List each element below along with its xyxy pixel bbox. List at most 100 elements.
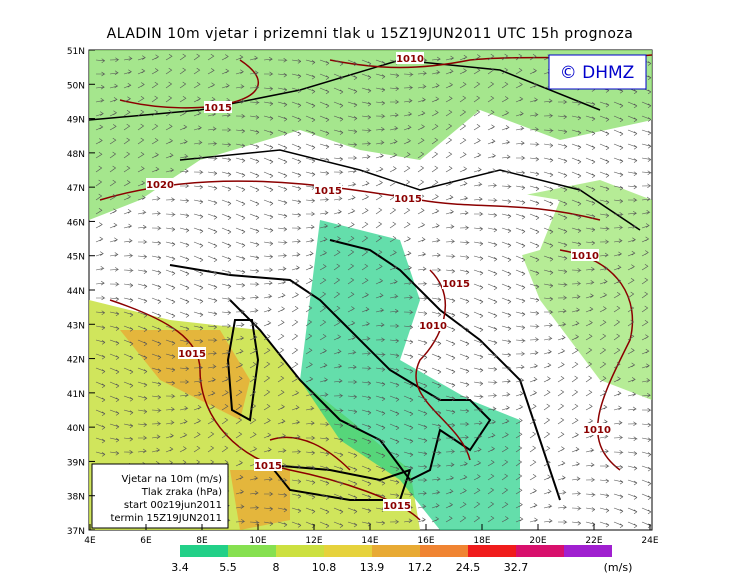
wind-arrow bbox=[473, 339, 484, 346]
wind-arrow bbox=[585, 266, 596, 272]
wind-arrow bbox=[445, 353, 456, 361]
wind-arrow bbox=[473, 95, 481, 103]
wind-arrow bbox=[501, 255, 512, 263]
wind-arrow bbox=[613, 199, 623, 204]
wind-arrow bbox=[641, 115, 652, 122]
wind-arrow bbox=[543, 255, 554, 262]
wind-arrow bbox=[347, 451, 358, 458]
wind-arrow bbox=[277, 390, 285, 397]
wind-arrow bbox=[613, 450, 624, 455]
wind-arrow bbox=[109, 339, 120, 346]
wind-arrow bbox=[445, 209, 455, 215]
wind-arrow bbox=[333, 423, 344, 428]
isobar-label: 1020 bbox=[146, 180, 174, 191]
wind-arrow bbox=[291, 333, 299, 341]
wind-arrow bbox=[641, 334, 649, 341]
wind-arrow bbox=[305, 129, 316, 137]
coastline bbox=[226, 319, 260, 422]
wind-arrow bbox=[599, 129, 610, 137]
wind-arrow bbox=[501, 473, 509, 481]
wind-arrow bbox=[529, 185, 540, 191]
wind-arrow bbox=[613, 292, 621, 299]
wind-arrow bbox=[137, 210, 147, 215]
wind-arrow bbox=[361, 73, 372, 80]
wind-arrow bbox=[361, 366, 372, 371]
wind-arrow bbox=[263, 476, 273, 482]
wind-arrow bbox=[557, 475, 566, 481]
wind-arrow bbox=[291, 493, 302, 499]
wind-arrow bbox=[599, 448, 610, 454]
wind-arrow bbox=[557, 269, 568, 274]
colorbar-swatch bbox=[228, 545, 276, 557]
wind-arrow bbox=[151, 381, 162, 387]
wind-arrow bbox=[109, 137, 117, 145]
wind-arrow bbox=[445, 325, 456, 332]
coastline bbox=[329, 239, 561, 501]
wind-arrow bbox=[487, 433, 496, 439]
wind-arrow bbox=[235, 362, 244, 369]
wind-arrow bbox=[459, 255, 470, 260]
wind-arrow bbox=[193, 405, 202, 411]
wind-arrow bbox=[529, 431, 537, 439]
wind-arrow bbox=[543, 157, 554, 163]
wind-arrow bbox=[473, 255, 484, 261]
wind-arrow bbox=[459, 474, 468, 481]
wind-arrow bbox=[109, 165, 117, 173]
wind-arrow bbox=[207, 364, 217, 369]
wind-arrow bbox=[333, 465, 344, 472]
wind-arrow bbox=[431, 238, 441, 243]
wind-arrow bbox=[207, 283, 218, 290]
wind-arrow bbox=[529, 337, 540, 342]
wind-arrow bbox=[529, 241, 540, 249]
wind-arrow bbox=[291, 319, 299, 327]
wind-arrow bbox=[291, 73, 302, 79]
wind-arrow bbox=[221, 255, 232, 262]
wind-arrow bbox=[319, 73, 330, 80]
wind-arrow bbox=[613, 225, 624, 230]
wind-arrow bbox=[277, 143, 288, 151]
wind-arrow bbox=[165, 393, 176, 399]
wind-arrow bbox=[347, 115, 358, 121]
wind-arrow bbox=[473, 394, 484, 399]
wind-arrow bbox=[459, 109, 467, 117]
wind-arrow bbox=[445, 311, 456, 318]
wind-arrow bbox=[277, 347, 285, 355]
legend-line: termin 15Z19JUN2011 bbox=[110, 513, 222, 524]
wind-arrow bbox=[333, 129, 344, 135]
wind-arrow bbox=[109, 222, 118, 229]
wind-arrow bbox=[235, 504, 245, 509]
wind-arrow bbox=[347, 479, 358, 487]
wind-arrow bbox=[375, 520, 385, 526]
wind-arrow bbox=[613, 129, 624, 137]
wind-arrow bbox=[515, 459, 523, 467]
wind-arrow bbox=[347, 181, 357, 187]
wind-arrow bbox=[389, 423, 400, 431]
wind-arrow bbox=[305, 251, 314, 257]
wind-arrow bbox=[333, 479, 344, 487]
wind-arrow bbox=[473, 67, 481, 75]
wind-arrow bbox=[319, 377, 329, 383]
wind-arrow bbox=[431, 282, 441, 288]
wind-arrow bbox=[347, 208, 356, 215]
wind-arrow bbox=[109, 151, 117, 159]
isobar-label-bg bbox=[571, 249, 599, 261]
wind-arrow bbox=[627, 362, 636, 369]
wind-arrow bbox=[627, 305, 635, 313]
wind-arrow bbox=[571, 446, 580, 453]
wind-arrow bbox=[249, 129, 260, 135]
wind-arrow bbox=[193, 255, 204, 263]
wind-arrow bbox=[571, 403, 579, 411]
wind-arrow bbox=[501, 339, 512, 345]
wind-arrow bbox=[95, 409, 106, 417]
wind-arrow bbox=[207, 171, 218, 176]
wind-arrow bbox=[543, 503, 553, 509]
wind-arrow bbox=[641, 407, 652, 413]
wind-arrow bbox=[403, 138, 412, 145]
wind-arrow bbox=[263, 115, 274, 121]
wind-arrow bbox=[347, 465, 358, 473]
wind-arrow bbox=[151, 240, 161, 246]
wind-arrow bbox=[333, 250, 341, 257]
wind-arrow bbox=[375, 59, 386, 66]
wind-arrow bbox=[193, 418, 202, 425]
wind-arrow bbox=[179, 241, 190, 248]
